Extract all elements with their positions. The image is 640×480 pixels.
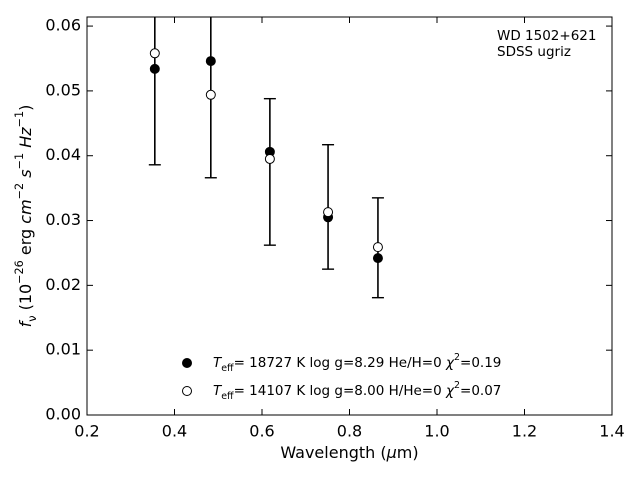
text-part: eff	[221, 363, 234, 374]
point	[149, 63, 160, 74]
text-part: −26	[13, 260, 26, 284]
point	[205, 56, 216, 67]
text-part: T	[213, 383, 223, 399]
x-axis-label: Wavelength (μm)	[280, 443, 418, 462]
text-part: = 14107 K log g=8.00 H/He=0	[234, 383, 446, 399]
text-part: f	[16, 319, 35, 327]
text-part: =0.07	[460, 383, 501, 399]
x-tick-label: 1.4	[599, 422, 624, 441]
annotation: WD 1502+621	[497, 28, 596, 44]
point	[149, 48, 160, 59]
y-tick-label: 0.01	[45, 340, 81, 359]
point	[323, 207, 334, 218]
text-part: = 18727 K log g=8.29 He/H=0	[234, 355, 446, 371]
text-part: μ	[386, 443, 397, 462]
text-part: )	[412, 443, 418, 462]
point	[372, 253, 383, 264]
text-part: erg	[16, 224, 35, 260]
text-part: −1	[13, 153, 26, 170]
point	[205, 89, 216, 100]
point	[372, 242, 383, 253]
text-part: cm	[16, 199, 35, 223]
y-tick-label: 0.04	[45, 145, 81, 164]
text-part: −2	[13, 183, 26, 200]
text-part: −1	[13, 111, 26, 128]
y-tick-label: 0.02	[45, 275, 81, 294]
x-tick-label: 0.6	[249, 422, 274, 441]
y-tick-label: 0.03	[45, 210, 81, 229]
x-tick-label: 0.2	[74, 422, 99, 441]
text-part: m	[397, 443, 413, 462]
x-tick-label: 0.4	[162, 422, 187, 441]
y-axis-label: fν (10−26 erg cm−2 s−1 Hz−1)	[13, 105, 39, 328]
text-part: Wavelength (	[280, 443, 386, 462]
text-part: eff	[221, 391, 234, 402]
text-part: )	[16, 105, 35, 111]
y-tick-label: 0.05	[45, 80, 81, 99]
legend-marker	[182, 358, 192, 368]
text-part: T	[213, 355, 223, 371]
text-part: 2	[454, 352, 460, 363]
x-tick-label: 1.2	[512, 422, 537, 441]
text-part: ν	[26, 316, 39, 322]
text-part: χ	[445, 355, 455, 371]
text-part: =0.19	[460, 355, 501, 371]
point	[264, 153, 275, 164]
text-part: χ	[445, 383, 455, 399]
y-tick-label: 0.00	[45, 405, 81, 424]
legend-label: Teff= 14107 K log g=8.00 H/He=0 χ2=0.07	[213, 380, 501, 402]
x-tick-label: 0.8	[337, 422, 362, 441]
text-part: Hz	[16, 127, 35, 148]
text-part: s	[16, 169, 35, 177]
legend-label: Teff= 18727 K log g=8.29 He/H=0 χ2=0.19	[213, 352, 501, 374]
y-tick-label: 0.06	[45, 16, 81, 35]
text-part: 2	[454, 380, 460, 391]
annotation: SDSS ugriz	[497, 44, 571, 60]
plot-area	[148, 17, 384, 299]
text-part: (10	[16, 284, 35, 316]
legend-marker	[182, 386, 192, 396]
x-tick-label: 1.0	[424, 422, 449, 441]
